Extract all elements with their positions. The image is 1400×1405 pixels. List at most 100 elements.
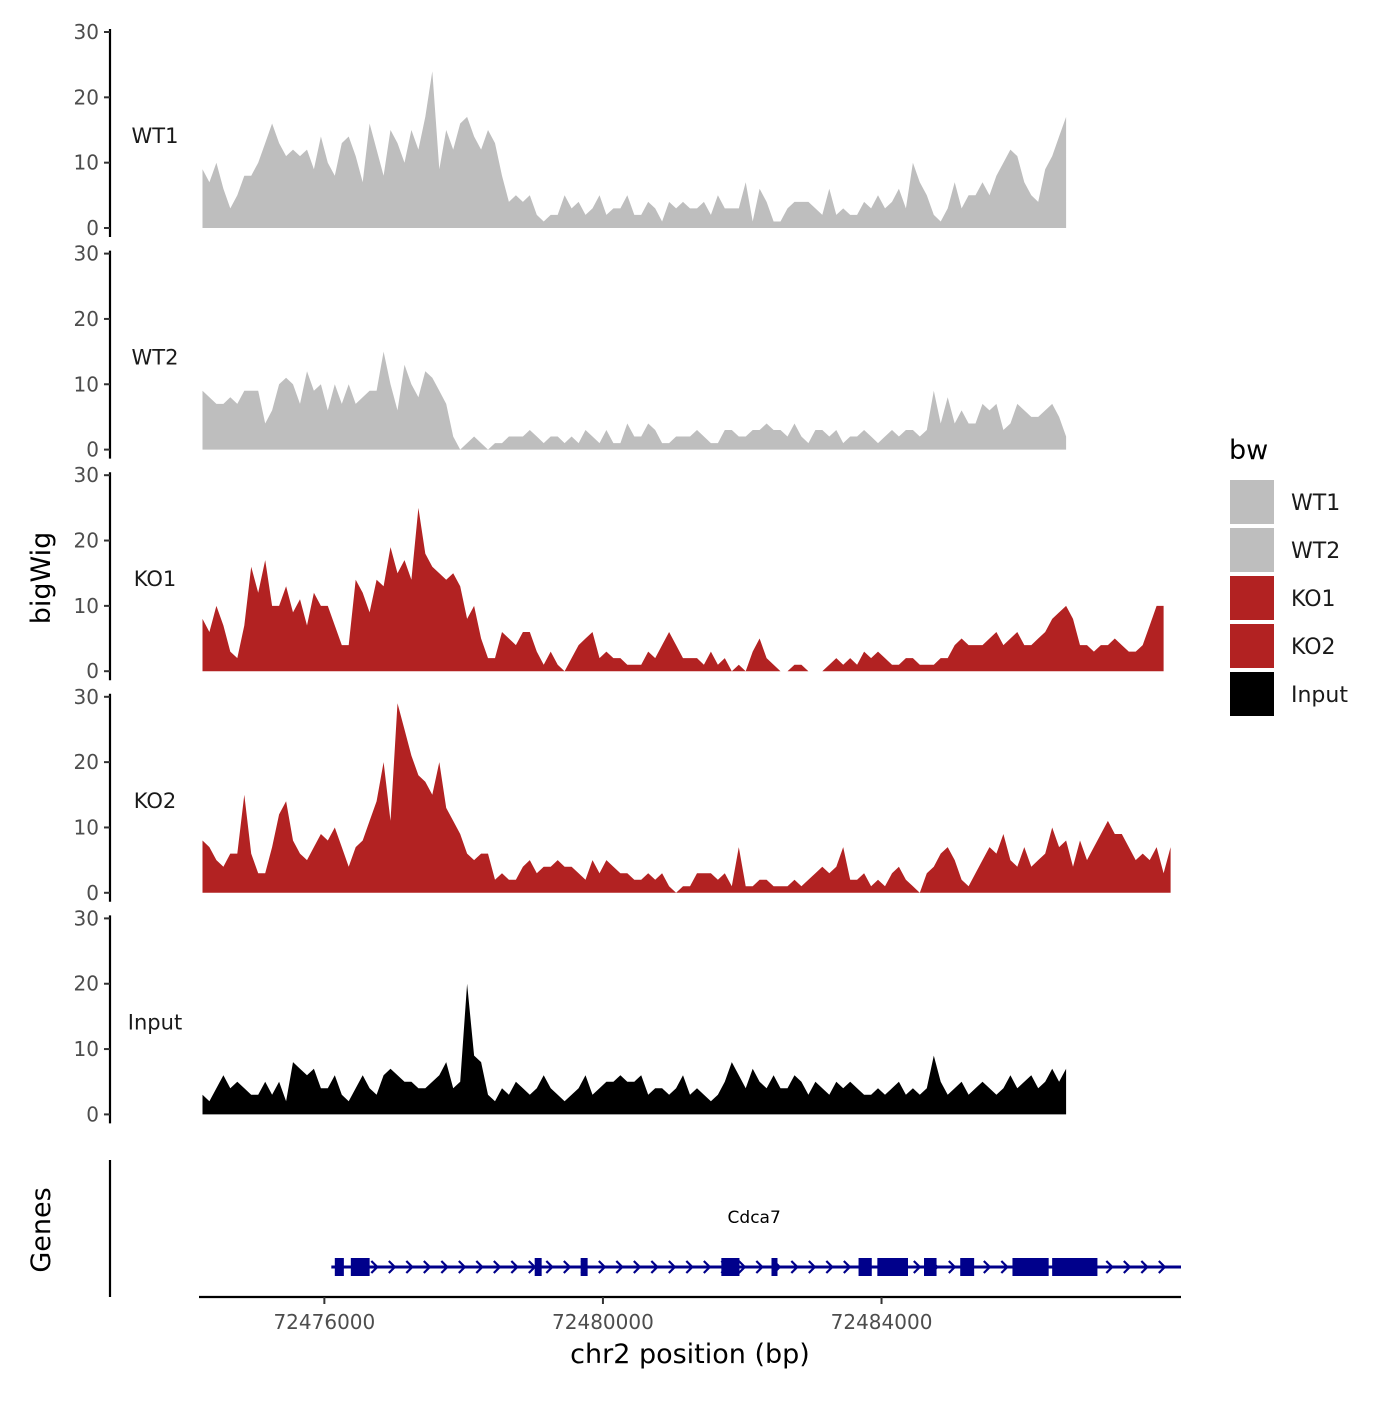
- track-input: 0 10 20 30 Input: [74, 906, 1067, 1126]
- strand-arrow: [563, 1260, 572, 1274]
- track-label: WT2: [132, 346, 179, 370]
- y-tick-label: 10: [74, 151, 99, 175]
- strand-arrow: [685, 1260, 694, 1274]
- strand-arrow: [948, 1260, 957, 1274]
- legend-key-ko1: [1230, 576, 1274, 620]
- track-wt1: 0 10 20 30 WT1: [74, 20, 1067, 240]
- y-tick-label: 0: [86, 659, 99, 683]
- exon: [1012, 1258, 1049, 1276]
- strand-arrow: [1000, 1260, 1009, 1274]
- coverage-area-input: [202, 983, 1067, 1115]
- strand-arrow: [615, 1260, 624, 1274]
- strand-arrow: [440, 1260, 449, 1274]
- strand-arrow: [738, 1260, 747, 1274]
- x-axis-title: chr2 position (bp): [570, 1339, 810, 1370]
- y-tick-label: 30: [74, 20, 99, 44]
- coverage-area-ko2: [202, 703, 1171, 893]
- exon: [534, 1258, 542, 1276]
- legend-key-ko2: [1230, 624, 1274, 668]
- strand-arrow: [633, 1260, 642, 1274]
- strand-arrow: [458, 1260, 467, 1274]
- strand-arrow: [1158, 1260, 1167, 1274]
- strand-arrow: [703, 1260, 712, 1274]
- y-tick-label: 20: [74, 529, 99, 553]
- exon: [771, 1258, 778, 1276]
- legend: bw WT1 WT2 KO1 KO2 Input: [1229, 435, 1348, 716]
- gene-cdca7: Cdca7: [331, 1208, 1181, 1276]
- x-tick-label: 72484000: [831, 1310, 933, 1334]
- y-tick-label: 10: [74, 594, 99, 618]
- coverage-area-wt2: [202, 351, 1067, 450]
- track-ko1: 0 10 20 30 KO1: [74, 463, 1164, 683]
- track-label: KO1: [134, 567, 177, 591]
- legend-label: Input: [1291, 683, 1348, 708]
- track-label: KO2: [134, 789, 177, 813]
- track-label: WT1: [132, 124, 179, 148]
- y-tick-label: 30: [74, 242, 99, 266]
- legend-key-wt1: [1230, 480, 1274, 524]
- strand-arrow: [668, 1260, 677, 1274]
- y-axis-title: bigWig: [26, 532, 57, 625]
- exon: [877, 1258, 908, 1276]
- exon: [924, 1258, 937, 1276]
- strand-arrow: [1140, 1260, 1149, 1274]
- exon: [580, 1258, 588, 1276]
- gene-name-label: Cdca7: [728, 1208, 781, 1228]
- exon: [1052, 1258, 1098, 1276]
- y-tick-label: 30: [74, 685, 99, 709]
- strand-arrow: [1105, 1260, 1114, 1274]
- strand-arrow: [545, 1260, 554, 1274]
- strand-arrow: [510, 1260, 519, 1274]
- y-tick-label: 0: [86, 216, 99, 240]
- legend-title: bw: [1229, 435, 1268, 466]
- gene-track: Cdca7: [108, 1160, 1181, 1297]
- y-tick-label: 10: [74, 372, 99, 396]
- genes-axis-title: Genes: [26, 1187, 57, 1272]
- track-label: Input: [128, 1010, 182, 1034]
- bigwig-tracks: 0 10 20 30 WT1 0 10 20 30 WT2 0 10 20 30 KO1 0 10 20 30 KO2…: [74, 20, 1171, 1126]
- y-tick-label: 10: [74, 815, 99, 839]
- strand-arrow: [475, 1260, 484, 1274]
- strand-arrow: [598, 1260, 607, 1274]
- legend-label: WT2: [1291, 539, 1340, 564]
- strand-arrow: [790, 1260, 799, 1274]
- track-ko2: 0 10 20 30 KO2: [74, 685, 1171, 905]
- strand-arrow: [1123, 1260, 1132, 1274]
- strand-arrow: [493, 1260, 502, 1274]
- exon: [858, 1258, 872, 1276]
- y-tick-label: 20: [74, 85, 99, 109]
- strand-arrow: [755, 1260, 764, 1274]
- y-tick-label: 0: [86, 438, 99, 462]
- exon: [721, 1258, 740, 1276]
- strand-arrow: [388, 1260, 397, 1274]
- coverage-area-wt1: [202, 71, 1067, 228]
- exon: [350, 1258, 370, 1276]
- coverage-area-ko1: [202, 507, 1164, 672]
- y-tick-label: 30: [74, 906, 99, 930]
- strand-arrow: [370, 1260, 379, 1274]
- exon: [960, 1258, 975, 1276]
- legend-key-wt2: [1230, 528, 1274, 572]
- legend-key-input: [1230, 672, 1274, 716]
- x-axis: 72476000 72480000 72484000: [199, 1295, 1181, 1334]
- y-tick-label: 10: [74, 1037, 99, 1061]
- strand-arrow: [983, 1260, 992, 1274]
- x-tick-label: 72476000: [273, 1310, 375, 1334]
- track-wt2: 0 10 20 30 WT2: [74, 242, 1067, 462]
- strand-arrow: [405, 1260, 414, 1274]
- legend-label: WT1: [1291, 491, 1340, 516]
- strand-arrow: [825, 1260, 834, 1274]
- y-tick-label: 20: [74, 750, 99, 774]
- y-tick-label: 20: [74, 972, 99, 996]
- strand-arrow: [650, 1260, 659, 1274]
- strand-arrow: [913, 1260, 922, 1274]
- y-tick-label: 0: [86, 1102, 99, 1126]
- strand-arrow: [423, 1260, 432, 1274]
- legend-label: KO1: [1291, 587, 1336, 612]
- y-tick-label: 20: [74, 307, 99, 331]
- y-tick-label: 30: [74, 463, 99, 487]
- strand-arrow: [843, 1260, 852, 1274]
- exon: [334, 1258, 344, 1276]
